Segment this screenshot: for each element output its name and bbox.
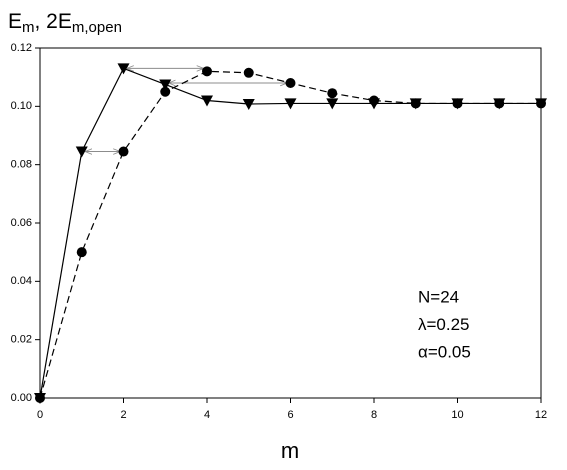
- circle-marker: [202, 66, 212, 77]
- triangle-marker: [284, 98, 297, 110]
- x-tick-label: 0: [37, 409, 43, 421]
- annotation: λ=0.25: [418, 315, 470, 334]
- circle-marker: [160, 86, 171, 97]
- x-tick-label: 4: [204, 409, 210, 421]
- circle-marker: [410, 98, 421, 109]
- circle-marker: [285, 78, 296, 88]
- triangle-marker: [117, 63, 130, 75]
- x-tick-label: 2: [120, 409, 126, 421]
- triangle-marker: [201, 95, 213, 107]
- y-axis-label: Em, 2Em,open: [8, 10, 122, 36]
- x-tick-label: 8: [371, 409, 377, 421]
- circle-marker: [494, 98, 505, 109]
- circle-marker: [536, 98, 546, 109]
- y-tick-label: 0.10: [11, 100, 32, 112]
- y-axis-label-part: , 2E: [35, 10, 72, 33]
- y-tick-label: 0.08: [11, 159, 32, 171]
- annotation: α=0.05: [418, 342, 471, 361]
- x-tick-label: 10: [451, 409, 463, 421]
- circle-marker: [35, 393, 45, 403]
- y-tick-label: 0.04: [11, 275, 32, 287]
- triangle-marker: [242, 99, 255, 110]
- x-axis-label: m: [281, 438, 299, 463]
- y-tick-label: 0.12: [11, 42, 32, 54]
- circle-marker: [327, 88, 338, 99]
- triangle-marker: [75, 146, 88, 158]
- triangle-marker: [326, 98, 339, 110]
- circle-marker: [452, 98, 463, 109]
- y-axis-label-sub: m,open: [72, 19, 122, 36]
- circle-marker: [76, 247, 87, 258]
- y-tick-label: 0.00: [11, 392, 32, 404]
- annotation: N=24: [418, 287, 459, 306]
- circle-marker: [369, 95, 379, 106]
- y-axis-label-part: E: [8, 10, 22, 33]
- y-tick-label: 0.02: [11, 334, 32, 346]
- x-tick-label: 12: [535, 409, 547, 421]
- x-tick-label: 6: [287, 409, 293, 421]
- y-tick-label: 0.06: [11, 217, 32, 229]
- triangle-marker: [159, 79, 172, 91]
- y-axis-label-sub: m: [22, 19, 35, 36]
- circle-marker: [243, 67, 254, 78]
- circle-marker: [118, 146, 129, 157]
